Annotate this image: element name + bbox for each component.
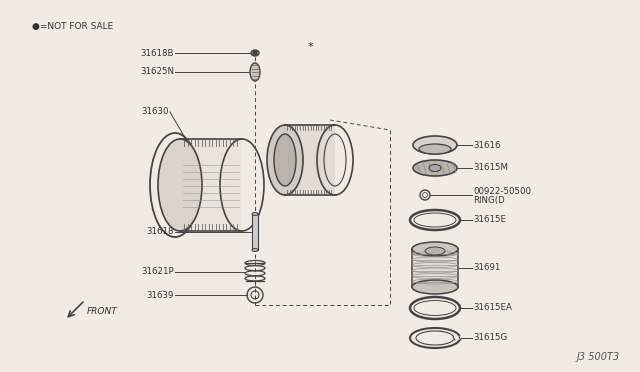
Polygon shape bbox=[180, 139, 242, 231]
Circle shape bbox=[253, 51, 257, 55]
Ellipse shape bbox=[425, 247, 445, 255]
Ellipse shape bbox=[419, 144, 451, 154]
Ellipse shape bbox=[267, 125, 303, 195]
Ellipse shape bbox=[250, 63, 260, 81]
Text: 31691: 31691 bbox=[473, 263, 500, 273]
Text: 31639: 31639 bbox=[147, 291, 174, 299]
Ellipse shape bbox=[429, 164, 441, 171]
Text: 31615E: 31615E bbox=[473, 215, 506, 224]
Text: *: * bbox=[307, 42, 313, 52]
Text: 00922-50500: 00922-50500 bbox=[473, 186, 531, 196]
Ellipse shape bbox=[412, 280, 458, 294]
Text: 31625N: 31625N bbox=[140, 67, 174, 77]
Ellipse shape bbox=[158, 139, 202, 231]
Ellipse shape bbox=[251, 50, 259, 56]
Ellipse shape bbox=[252, 212, 258, 215]
Polygon shape bbox=[285, 125, 335, 195]
Text: J3 500T3: J3 500T3 bbox=[577, 352, 620, 362]
Ellipse shape bbox=[274, 134, 296, 186]
Text: 31621P: 31621P bbox=[141, 267, 174, 276]
Text: 31615G: 31615G bbox=[473, 334, 508, 343]
Text: 31618: 31618 bbox=[147, 228, 174, 237]
Text: 31615M: 31615M bbox=[473, 164, 508, 173]
Text: 31616: 31616 bbox=[473, 141, 500, 150]
Ellipse shape bbox=[158, 139, 202, 231]
Text: 31615EA: 31615EA bbox=[473, 304, 512, 312]
Bar bbox=[252, 214, 258, 250]
Text: 31630: 31630 bbox=[141, 108, 169, 116]
Text: ●=NOT FOR SALE: ●=NOT FOR SALE bbox=[32, 22, 113, 31]
Text: RING(D: RING(D bbox=[473, 196, 505, 205]
Text: 31618B: 31618B bbox=[141, 48, 174, 58]
Text: FRONT: FRONT bbox=[87, 308, 118, 317]
Ellipse shape bbox=[412, 242, 458, 256]
Ellipse shape bbox=[413, 136, 457, 154]
Ellipse shape bbox=[252, 248, 258, 251]
Ellipse shape bbox=[413, 160, 457, 176]
Polygon shape bbox=[412, 249, 458, 287]
